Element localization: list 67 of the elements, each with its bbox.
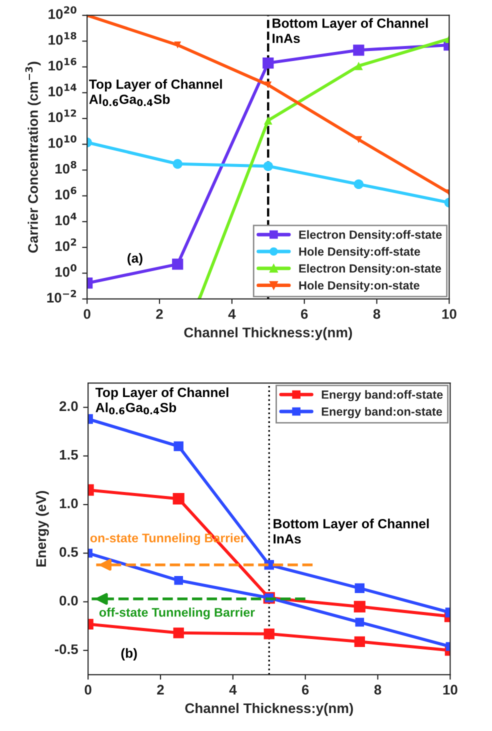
point xyxy=(174,576,183,585)
point xyxy=(354,62,363,70)
point xyxy=(174,441,184,452)
point xyxy=(262,57,274,69)
point xyxy=(174,42,182,48)
y-tick-label: 10$^{6}$ xyxy=(55,186,76,200)
y-tick-label: 10$^{2}$ xyxy=(55,238,76,252)
x-axis-title: Channel Thickness:y(nm) xyxy=(185,702,353,716)
annotation: Bottom Layer of Channel InAs xyxy=(274,518,429,544)
point xyxy=(172,159,182,169)
point xyxy=(354,600,366,612)
y-tick-label: 10$^{12}$ xyxy=(48,109,76,122)
y-tick-label: 10$^{14}$ xyxy=(48,84,76,96)
legend-label: Energy band:on-state xyxy=(322,407,442,418)
legend-label: Electron Density:off-state xyxy=(299,230,442,242)
annotation: Top Layer of Channel Al$_{0.6}$Ga$_{0.4}$Sb xyxy=(95,387,228,414)
x-tick-label: 0 xyxy=(84,684,92,695)
point xyxy=(355,618,364,627)
x-tick-label: 4 xyxy=(228,309,236,319)
x-tick-label: 2 xyxy=(157,684,164,694)
y-tick-label: 10$^{16}$ xyxy=(48,58,76,71)
annotation: off-state Tunneling Barrier xyxy=(99,608,255,620)
y-tick-label: 0.5 xyxy=(60,547,78,557)
y-tick-label: 1.0 xyxy=(60,498,78,508)
y-tick-label: 10$^{18}$ xyxy=(48,32,76,45)
point xyxy=(173,628,184,638)
annotation: (a) xyxy=(128,253,142,266)
annotation: Top Layer of Channel Al$_{0.6}$Ga$_{0.4}$Sb xyxy=(89,79,222,106)
x-tick-label: 6 xyxy=(300,309,308,319)
point xyxy=(353,44,364,56)
point xyxy=(355,136,362,144)
y-tick-label: 10$^{20}$ xyxy=(48,6,76,19)
annotation: Bottom Layer of Channel InAs xyxy=(272,18,428,44)
y-axis-title: Carrier Concentration (cm$^{−3}$) xyxy=(25,62,41,253)
y-tick-label: 10$^{0}$ xyxy=(55,264,76,277)
y-tick-label: 1.5 xyxy=(60,450,78,460)
y-tick-label: 10$^{4}$ xyxy=(55,212,76,226)
x-tick-label: 8 xyxy=(374,684,382,695)
point xyxy=(264,116,272,125)
x-tick-label: 4 xyxy=(229,684,237,694)
point xyxy=(172,492,184,505)
legend-label: Electron Density:on-state xyxy=(299,264,442,275)
legend-label: Hole Density:on-state xyxy=(299,280,420,292)
x-tick-label: 10 xyxy=(443,684,458,695)
x-tick-label: 0 xyxy=(84,309,90,319)
point xyxy=(354,179,364,190)
x-tick-label: 8 xyxy=(373,309,380,319)
y-tick-label: 10$^{−2}$ xyxy=(47,290,76,303)
y-tick-label: 10$^{10}$ xyxy=(48,135,76,148)
x-axis-title: Channel Thickness:y(nm) xyxy=(184,327,352,340)
y-axis-title: Energy (eV) xyxy=(36,490,49,567)
x-tick-label: 6 xyxy=(302,684,309,695)
point xyxy=(354,583,365,594)
point xyxy=(354,636,365,647)
y-tick-label: 10$^{8}$ xyxy=(55,161,76,174)
x-tick-label: 2 xyxy=(156,309,163,319)
legend-label: Hole Density:off-state xyxy=(299,247,420,258)
x-tick-label: 10 xyxy=(442,309,456,319)
legend-label: Energy band:off-state xyxy=(322,390,443,402)
y-tick-label: -0.5 xyxy=(54,644,78,654)
annotation: (b) xyxy=(121,648,137,660)
point xyxy=(264,81,272,88)
y-tick-label: 2.0 xyxy=(60,401,78,412)
point xyxy=(264,628,274,640)
y-tick-label: 0.0 xyxy=(60,596,78,606)
point xyxy=(172,258,184,270)
point xyxy=(263,161,273,172)
